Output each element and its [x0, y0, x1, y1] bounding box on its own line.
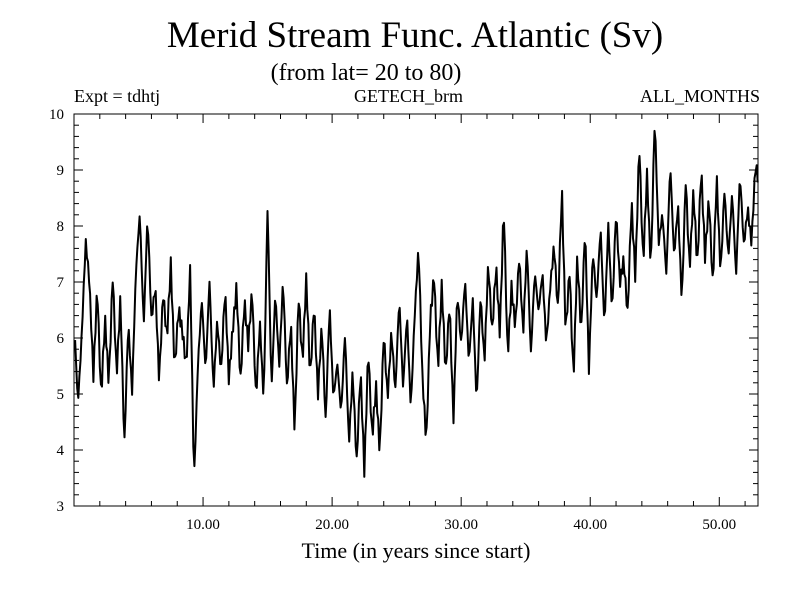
y-tick-label: 5	[57, 387, 65, 403]
series-line	[74, 129, 759, 478]
x-tick-label: 10.00	[186, 517, 220, 533]
x-tick-label: 40.00	[573, 517, 607, 533]
y-tick-label: 8	[57, 219, 65, 235]
chart-title: Merid Stream Func. Atlantic (Sv)	[166, 15, 664, 56]
y-tick-label: 7	[57, 275, 65, 291]
x-axis-label: Time (in years since start)	[301, 538, 531, 563]
y-tick-label: 9	[57, 163, 65, 179]
x-tick-label: 20.00	[315, 517, 349, 533]
experiment-label: Expt = tdhtj	[74, 86, 161, 106]
months-label: ALL_MONTHS	[640, 86, 760, 106]
y-tick-label: 4	[57, 443, 65, 459]
y-tick-label: 6	[57, 331, 65, 347]
x-tick-label: 30.00	[444, 517, 478, 533]
y-tick-label: 3	[57, 499, 65, 515]
dataset-label: GETECH_brm	[354, 86, 463, 106]
plot-frame	[73, 113, 759, 507]
chart-subtitle: (from lat= 20 to 80)	[270, 60, 462, 86]
x-tick-label: 50.00	[702, 517, 736, 533]
y-tick-label: 10	[49, 107, 64, 123]
